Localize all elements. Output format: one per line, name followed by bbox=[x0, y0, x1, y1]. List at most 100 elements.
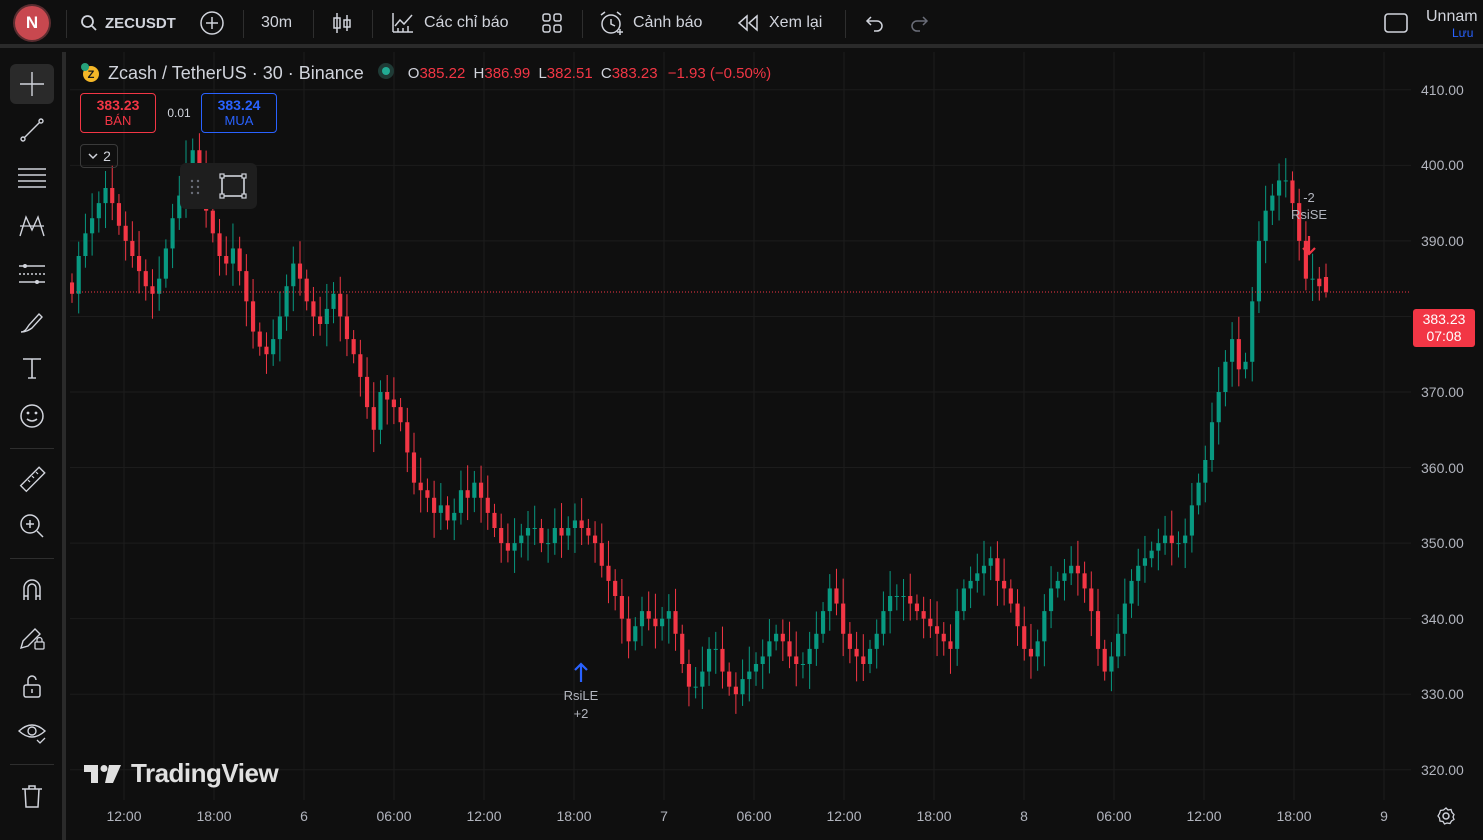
measure-tool[interactable] bbox=[10, 460, 54, 500]
time-axis[interactable]: 12:00 18:00 6 06:00 12:00 18:00 7 06:00 12:00 18:… bbox=[70, 800, 1483, 840]
symbol-title[interactable]: Zcash / TetherUS · 30 · Binance bbox=[108, 62, 364, 83]
candle-body bbox=[83, 233, 88, 256]
brush-tool[interactable] bbox=[10, 302, 54, 342]
bar-countdown: 07:08 bbox=[1426, 328, 1462, 344]
candle-body bbox=[539, 528, 544, 544]
symbol-search-button[interactable]: ZECUSDT bbox=[80, 0, 176, 46]
indicators-collapse-button[interactable]: 2 bbox=[80, 144, 118, 168]
pattern-tool[interactable] bbox=[10, 206, 54, 246]
candle-body bbox=[96, 203, 101, 219]
lock-drawings-tool[interactable] bbox=[10, 666, 54, 706]
candle-body bbox=[546, 543, 551, 545]
candle-body bbox=[753, 664, 759, 672]
layout-name[interactable]: Unnam bbox=[1426, 8, 1478, 25]
templates-button[interactable] bbox=[540, 0, 564, 46]
candle-body bbox=[1176, 543, 1181, 545]
price-tick-label: 370.00 bbox=[1421, 384, 1464, 400]
candle-body bbox=[177, 195, 182, 219]
chevron-down-icon bbox=[88, 153, 98, 160]
price-tick-label: 410.00 bbox=[1421, 81, 1464, 98]
candle-body bbox=[686, 664, 692, 687]
candle-body bbox=[1310, 278, 1315, 280]
candle-body bbox=[1055, 580, 1060, 589]
rectangle-select-icon[interactable] bbox=[218, 172, 248, 200]
magnet-tool[interactable] bbox=[10, 570, 54, 610]
fib-retracement-tool[interactable] bbox=[10, 158, 54, 198]
low-value: 382.51 bbox=[546, 64, 593, 82]
chart-type-button[interactable] bbox=[330, 0, 354, 46]
replay-button[interactable]: Xem lại bbox=[736, 0, 822, 46]
candle-body bbox=[110, 188, 115, 204]
stay-in-drawing-mode-tool[interactable] bbox=[10, 618, 54, 658]
redo-button[interactable] bbox=[908, 0, 932, 46]
ruler-icon bbox=[19, 466, 46, 493]
save-button[interactable]: Lưu bbox=[1452, 26, 1474, 40]
candle-body bbox=[525, 528, 531, 536]
time-tick-label: 06:00 bbox=[736, 808, 772, 824]
price-tick-label: 360.00 bbox=[1421, 459, 1464, 476]
settings-gear-icon bbox=[1437, 807, 1455, 825]
search-icon bbox=[81, 15, 97, 31]
candle-body bbox=[1095, 611, 1101, 649]
remove-drawings-tool[interactable] bbox=[10, 776, 54, 816]
high-label: H bbox=[473, 64, 485, 82]
grid-icon bbox=[542, 13, 562, 33]
trend-line-tool[interactable] bbox=[10, 110, 54, 150]
candle-body bbox=[391, 399, 396, 408]
indicators-button[interactable]: Các chỉ báo bbox=[390, 0, 509, 46]
compare-symbol-button[interactable] bbox=[199, 0, 225, 46]
candle-body bbox=[975, 573, 980, 581]
plus-circle-icon bbox=[200, 11, 224, 35]
candle-body bbox=[1129, 580, 1134, 604]
candle-body bbox=[1270, 195, 1275, 211]
candle-body bbox=[1169, 535, 1174, 544]
hide-drawings-tool[interactable] bbox=[10, 712, 54, 752]
candle-body bbox=[881, 611, 886, 634]
layout-menu-button[interactable] bbox=[1383, 0, 1409, 46]
emoji-tool[interactable] bbox=[10, 396, 54, 436]
candle-body bbox=[76, 256, 81, 294]
sell-label: BÁN bbox=[104, 113, 132, 128]
price-chart[interactable] bbox=[70, 52, 1411, 800]
user-avatar[interactable]: N bbox=[15, 6, 49, 40]
time-tick-label: 06:00 bbox=[1096, 808, 1132, 824]
candle-body bbox=[499, 528, 504, 544]
candle-body bbox=[747, 671, 752, 680]
time-tick-label: 12:00 bbox=[1186, 808, 1222, 824]
price-tick-label: 350.00 bbox=[1421, 535, 1464, 552]
drag-handle-icon[interactable] bbox=[188, 178, 202, 196]
candle-body bbox=[271, 339, 276, 355]
brush-icon bbox=[20, 312, 43, 333]
interval-button[interactable]: 30m bbox=[261, 0, 292, 46]
candle-body bbox=[1156, 543, 1161, 551]
candle-body bbox=[559, 528, 564, 536]
price-axis[interactable]: 320.00330.00340.00350.00360.00370.00380.… bbox=[1411, 52, 1483, 800]
forecast-tool[interactable] bbox=[10, 254, 54, 294]
candle-body bbox=[767, 641, 772, 657]
text-tool[interactable] bbox=[10, 348, 54, 388]
candle-body bbox=[693, 686, 698, 688]
candlestick-icon bbox=[333, 13, 351, 33]
candle-body bbox=[586, 528, 591, 536]
candle-body bbox=[961, 588, 966, 612]
buy-button[interactable]: 383.24 MUA bbox=[201, 93, 277, 133]
replay-label: Xem lại bbox=[769, 14, 823, 31]
crosshair-tool[interactable] bbox=[10, 64, 54, 104]
undo-button[interactable] bbox=[862, 0, 886, 46]
sell-button[interactable]: 383.23 BÁN bbox=[80, 93, 156, 133]
candle-body bbox=[666, 611, 671, 619]
floating-drawing-toolbar bbox=[180, 163, 257, 209]
candle-body bbox=[465, 490, 470, 498]
candle-body bbox=[257, 331, 262, 347]
candle-body bbox=[941, 633, 946, 642]
time-tick-label: 8 bbox=[1020, 808, 1028, 824]
candle-body bbox=[572, 520, 578, 528]
candle-body bbox=[170, 218, 175, 249]
zoom-in-tool[interactable] bbox=[10, 506, 54, 546]
candle-body bbox=[304, 278, 309, 302]
market-open-dot-icon bbox=[377, 62, 394, 79]
chart-settings-button[interactable] bbox=[1436, 806, 1456, 831]
alerts-button[interactable]: Cảnh báo bbox=[598, 0, 702, 46]
market-status-indicator[interactable] bbox=[376, 61, 396, 86]
candle-body bbox=[485, 497, 490, 513]
